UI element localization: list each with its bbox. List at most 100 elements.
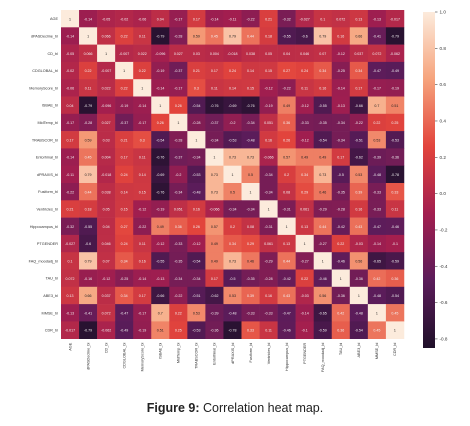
- cell-value-label: -0.12: [301, 138, 309, 142]
- cell-value-label: -0.35: [337, 190, 345, 194]
- heatmap-cell: [169, 304, 188, 322]
- cell-value-label: 0.24: [121, 173, 128, 177]
- cell-value-label: -0.02: [120, 17, 128, 21]
- cell-value-label: 0.22: [139, 69, 146, 73]
- cell-value-label: -0.12: [102, 277, 110, 281]
- heatmap-cell: [277, 79, 296, 97]
- colorbar-tick-label: -0.6: [440, 300, 448, 305]
- cell-value-label: -0.22: [174, 294, 182, 298]
- cell-value-label: -0.14: [84, 17, 92, 21]
- heatmap-cell: [277, 217, 296, 236]
- cell-value-label: -0.51: [192, 294, 200, 298]
- y-tick-label: Hippocampus_bl: [30, 225, 58, 229]
- cell-value-label: -0.54: [355, 329, 363, 333]
- cell-value-label: 0.36: [175, 225, 182, 229]
- heatmap-cell: [79, 27, 98, 45]
- cell-value-label: 0.22: [121, 35, 128, 39]
- y-tick-labels: AGE dPASDecline_bl CD_bl CDGLOBAL_bl MemoryS…: [29, 17, 59, 332]
- cell-value-label: 0.34: [301, 173, 308, 177]
- y-tick-label: PTGENDER: [37, 242, 58, 246]
- heatmap-cell: [367, 321, 387, 339]
- cell-value-label: 0.08: [247, 225, 254, 229]
- cell-value-label: 1: [340, 277, 342, 281]
- cell-value-label: -0.31: [283, 208, 291, 212]
- cell-value-label: -0.017: [65, 329, 75, 333]
- cell-value-label: 0.44: [283, 259, 290, 263]
- heatmap-cell: [79, 304, 98, 322]
- cell-value-label: 0.046: [102, 242, 111, 246]
- cell-value-label: 1: [304, 242, 306, 246]
- cell-value-label: -0.53: [192, 329, 200, 333]
- heatmap-cell: [277, 200, 296, 218]
- cell-value-label: 1: [394, 329, 396, 333]
- cell-value-label: -0.06: [66, 86, 74, 90]
- heatmap-cell: [313, 131, 333, 149]
- x-tick-label: Hippocampus_bl: [285, 343, 289, 371]
- heatmap-cell: [115, 217, 134, 236]
- cell-value-label: 0.25: [391, 121, 398, 125]
- cell-value-label: 0.051: [174, 208, 183, 212]
- heatmap-cell: [349, 304, 369, 322]
- heatmap-cell: [331, 79, 351, 97]
- x-tick-label: AGE: [68, 342, 72, 350]
- cell-value-label: 0.17: [67, 138, 74, 142]
- heatmap-cell: [295, 96, 314, 115]
- heatmap-cell: [169, 113, 188, 132]
- y-tick-label: CDR_bl: [45, 329, 58, 333]
- cell-value-label: 0.004: [210, 52, 219, 56]
- heatmap-cell: [115, 252, 134, 270]
- heatmap-cell: [223, 113, 242, 132]
- cell-value-label: 1: [105, 52, 107, 56]
- cell-value-label: -0.007: [119, 52, 129, 56]
- heatmap-cell: [133, 321, 152, 339]
- heatmap-cell: [277, 183, 296, 201]
- heatmap-cell: [259, 148, 278, 166]
- heatmap-cell: [259, 200, 278, 218]
- cell-value-label: -0.59: [391, 259, 399, 263]
- colorbar-gradient: [423, 12, 435, 348]
- heatmap-cell: [259, 269, 278, 288]
- cell-value-label: -0.2: [229, 121, 235, 125]
- colorbar: 1.0 0.8 0.6 0.4 0.2 0.0 -0.2 -0.4 -0.6 -0.8: [423, 10, 448, 348]
- heatmap-cell: [223, 234, 242, 253]
- cell-value-label: 0.037: [354, 52, 363, 56]
- heatmap-cell: [61, 10, 80, 28]
- heatmap-cell: [169, 61, 188, 80]
- heatmap-cell: [187, 148, 206, 166]
- cell-value-label: 0.027: [174, 52, 183, 56]
- heatmap-cell: [205, 234, 224, 253]
- cell-value-label: -0.14: [210, 17, 218, 21]
- heatmap-cell: [223, 217, 242, 236]
- heatmap-cell: [313, 44, 333, 63]
- heatmap-cell: [151, 96, 170, 115]
- heatmap-cell: [259, 27, 278, 45]
- cell-value-label: -0.16: [84, 277, 92, 281]
- cell-value-label: 0.05: [103, 208, 110, 212]
- cell-value-label: -0.05: [102, 17, 110, 21]
- cell-value-label: 0.66: [85, 294, 92, 298]
- heatmap-cell: [115, 44, 134, 63]
- heatmap-cell: [277, 27, 296, 45]
- heatmap-cell: [241, 27, 260, 45]
- heatmap-cell: [187, 27, 206, 45]
- heatmap-cell: [187, 79, 206, 97]
- cell-value-label: 0.072: [66, 277, 75, 281]
- heatmap-cell: [259, 113, 278, 132]
- heatmap-cell: [313, 286, 333, 305]
- cell-value-label: -0.096: [155, 52, 165, 56]
- heatmap-cell: [169, 165, 188, 184]
- cell-value-label: -0.33: [246, 311, 254, 315]
- heatmap-cell: [331, 183, 351, 201]
- cell-value-label: 0.004: [102, 156, 111, 160]
- cell-value-label: 0.24: [121, 242, 128, 246]
- heatmap-cell: [133, 10, 152, 28]
- cell-value-label: 0.42: [373, 277, 380, 281]
- heatmap-cell: [169, 321, 188, 339]
- heatmap-cell: [223, 269, 242, 288]
- cell-value-label: -0.28: [174, 138, 182, 142]
- heatmap-cell: [151, 113, 170, 132]
- cell-value-label: -0.65: [373, 259, 381, 263]
- cell-value-label: -0.32: [66, 225, 74, 229]
- cell-value-label: -0.06: [138, 17, 146, 21]
- cell-value-label: -0.48: [246, 138, 254, 142]
